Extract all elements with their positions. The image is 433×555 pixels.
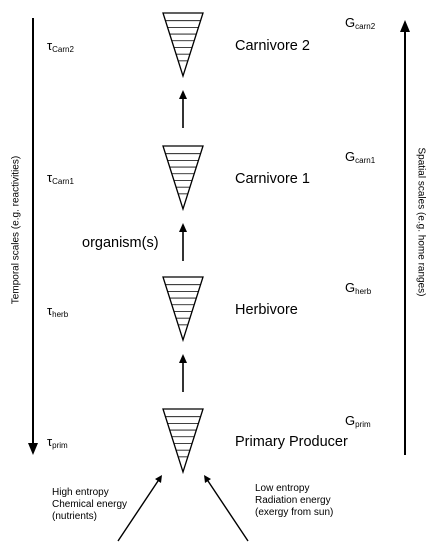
radiation-line-1: Low entropy xyxy=(255,483,310,494)
cone-outline xyxy=(162,276,204,343)
tau-prim: τprim xyxy=(47,434,68,450)
trophic-cone xyxy=(162,276,204,343)
trophic-cone xyxy=(162,145,204,212)
radiation-energy-arrow xyxy=(205,477,249,542)
radiation-line-3: (exergy from sun) xyxy=(255,507,334,518)
energy-flow-arrowhead xyxy=(179,354,187,363)
spatial-axis-label: Spatial scales (e.g. home ranges) xyxy=(415,147,427,297)
g-carn2: Gcarn2 xyxy=(345,15,376,31)
g-herb: Gherb xyxy=(345,280,372,296)
radiation-line-2: Radiation energy xyxy=(255,495,331,506)
tau-carn1: τCarn1 xyxy=(47,170,74,186)
cone-outline xyxy=(162,408,204,475)
tau-carn2: τCarn2 xyxy=(47,38,74,54)
radiation-energy-label: Low entropy Radiation energy (exergy fro… xyxy=(255,483,333,519)
radiation-energy-arrowhead xyxy=(204,475,211,483)
g-prim: Gprim xyxy=(345,413,371,429)
cone-outline xyxy=(162,12,204,79)
temporal-axis-label: Temporal scales (e.g. reactivities) xyxy=(10,155,22,305)
level-name-carnivore-2: Carnivore 2 xyxy=(235,38,310,54)
organism-label: organism(s) xyxy=(82,235,159,251)
cone-outline xyxy=(162,145,204,212)
chemical-energy-label: High entropy Chemical energy (nutrients) xyxy=(52,487,127,523)
chemical-line-3: (nutrients) xyxy=(52,511,98,522)
chemical-line-1: High entropy xyxy=(52,487,109,498)
chemical-line-2: Chemical energy xyxy=(52,499,128,510)
chemical-energy-arrow xyxy=(117,477,161,542)
chemical-energy-arrowhead xyxy=(155,475,162,483)
g-carn1: Gcarn1 xyxy=(345,149,376,165)
level-name-carnivore-1: Carnivore 1 xyxy=(235,171,310,187)
energy-flow-arrowhead xyxy=(179,90,187,99)
trophic-cone xyxy=(162,408,204,475)
energy-flow-arrowhead xyxy=(179,223,187,232)
level-name-primary-producer: Primary Producer xyxy=(235,434,348,450)
trophic-cone xyxy=(162,12,204,79)
temporal-axis-arrowhead xyxy=(28,443,38,455)
spatial-axis-arrowhead xyxy=(400,20,410,32)
tau-herb: τherb xyxy=(47,303,69,319)
level-name-herbivore: Herbivore xyxy=(235,302,298,318)
